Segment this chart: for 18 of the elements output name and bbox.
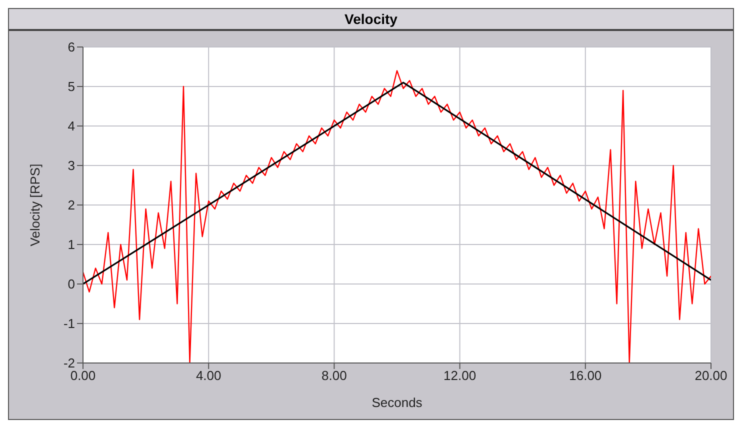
y-tick-label: 5 <box>68 79 75 94</box>
y-tick-label: 2 <box>68 198 75 213</box>
y-tick-label: 4 <box>68 118 75 134</box>
y-tick-label: 6 <box>68 40 75 55</box>
y-axis-title: Velocity [RPS] <box>28 164 43 246</box>
y-tick-label: -2 <box>63 356 75 371</box>
chart-title: Velocity <box>9 9 733 31</box>
x-tick-label: 4.00 <box>196 368 222 384</box>
x-axis-title: Seconds <box>372 395 423 410</box>
y-tick-label: 3 <box>68 158 75 174</box>
y-tick-label: 0 <box>68 276 75 292</box>
x-tick-label: 0.00 <box>70 368 96 384</box>
y-tick-label: -1 <box>63 316 75 332</box>
x-tick-label: 16.00 <box>569 368 602 384</box>
x-tick-label: 8.00 <box>322 368 347 384</box>
y-tick-label: 1 <box>68 237 75 252</box>
x-tick-label: 20.00 <box>694 368 728 384</box>
x-tick-label: 12.00 <box>444 368 476 384</box>
